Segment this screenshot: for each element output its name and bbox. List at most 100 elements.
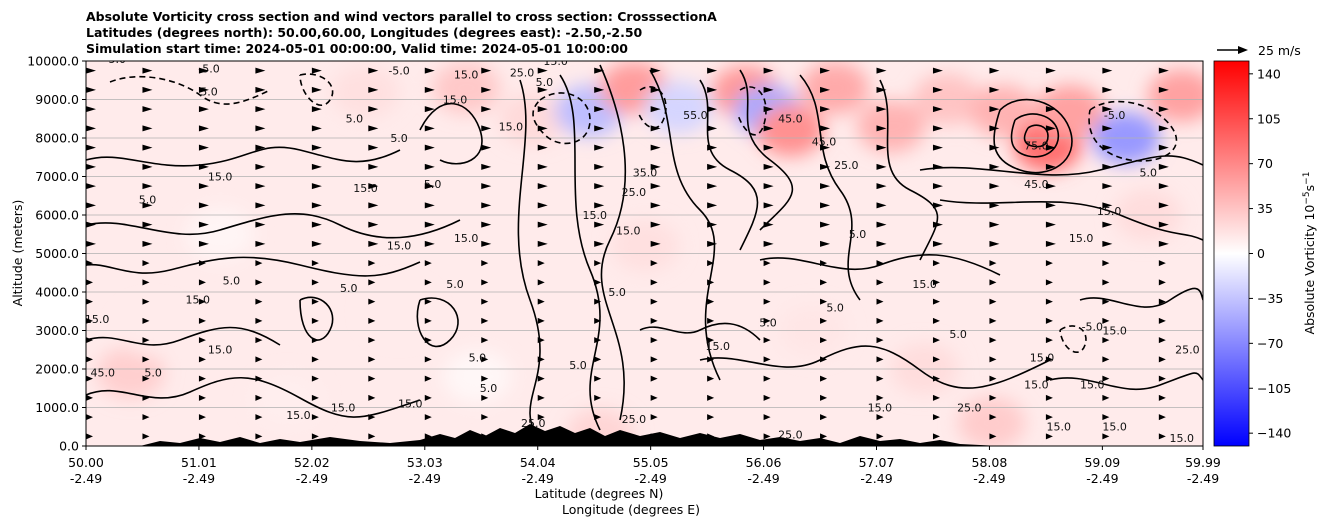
wind-vector-arrow bbox=[86, 414, 93, 421]
contour-label: 15.0 bbox=[705, 340, 730, 353]
wind-vector-arrow bbox=[1158, 67, 1169, 74]
colorbar-tick-label: 35 bbox=[1257, 201, 1273, 216]
wind-vector-arrow bbox=[142, 240, 153, 247]
wind-vector-arrow bbox=[311, 356, 319, 363]
wind-vector-arrow bbox=[820, 67, 831, 74]
contour-label: 15.0 bbox=[1102, 324, 1127, 337]
chart-title-line-1: Absolute Vorticity cross section and win… bbox=[86, 9, 717, 24]
contour-label: 45.0 bbox=[812, 136, 837, 149]
wind-vector-arrow bbox=[86, 163, 96, 170]
wind-vector-arrow bbox=[368, 414, 376, 421]
contour-label: 45.0 bbox=[1024, 178, 1049, 191]
wind-vector-arrow bbox=[1158, 260, 1166, 267]
wind-vector-arrow bbox=[481, 279, 489, 286]
wind-vector-arrow bbox=[650, 279, 658, 286]
wind-vector-arrow bbox=[876, 317, 884, 324]
wind-vector-arrow bbox=[368, 183, 379, 190]
x-axis: 50.00-2.4951.01-2.4952.02-2.4953.03-2.49… bbox=[68, 446, 1221, 486]
wind-vector-arrow bbox=[368, 125, 379, 132]
vorticity-blob bbox=[857, 100, 926, 153]
x-tick-label-longitude: -2.49 bbox=[70, 471, 102, 486]
wind-vector-arrow bbox=[1045, 221, 1056, 228]
x-tick-label-latitude: 52.02 bbox=[294, 455, 330, 470]
wind-vector-arrow bbox=[989, 125, 1000, 132]
contour-label: 15.0 bbox=[1170, 432, 1195, 445]
wind-vector-arrow bbox=[1158, 202, 1169, 209]
vorticity-blob bbox=[331, 65, 400, 118]
wind-vector-arrow bbox=[198, 183, 209, 190]
contour-line bbox=[559, 74, 601, 431]
wind-vector-arrow bbox=[368, 163, 379, 170]
wind-vector-arrow bbox=[1045, 433, 1053, 440]
wind-vector-arrow bbox=[198, 163, 209, 170]
wind-vector-arrow bbox=[1102, 414, 1110, 421]
wind-vector-arrow bbox=[311, 260, 319, 267]
wind-vector-arrow bbox=[368, 106, 379, 113]
colorbar-ticks: 140 105 70 35 0 −35 −70 −105 −140 bbox=[1249, 66, 1291, 441]
wind-vector-arrow bbox=[820, 144, 831, 151]
wind-vector-arrow bbox=[594, 202, 605, 209]
wind-vector-arrow bbox=[650, 144, 661, 151]
wind-vector-arrow bbox=[820, 394, 828, 401]
wind-vector-arrow bbox=[198, 394, 206, 401]
wind-vector-arrow bbox=[142, 125, 153, 132]
colorbar-tick-label: −70 bbox=[1257, 336, 1283, 351]
wind-vector-arrow bbox=[1102, 183, 1113, 190]
contour-label: 5.0 bbox=[340, 282, 358, 295]
x-tick-label-latitude: 56.06 bbox=[746, 455, 782, 470]
contour-label: 15.0 bbox=[286, 409, 311, 422]
vorticity-blob bbox=[611, 219, 680, 272]
wind-vector-arrow bbox=[820, 375, 828, 382]
wind-vector-arrow bbox=[876, 394, 884, 401]
contour-line bbox=[86, 326, 281, 346]
contour-line bbox=[699, 345, 1051, 389]
contour-label: 75.0 bbox=[1024, 140, 1049, 153]
contour-label: 25.0 bbox=[1175, 344, 1200, 357]
vorticity-blob bbox=[1035, 85, 1104, 138]
wind-vector-arrow bbox=[86, 337, 93, 344]
contour-line bbox=[517, 79, 541, 441]
wind-vector-arrow bbox=[876, 67, 887, 74]
wind-vector-arrow bbox=[424, 414, 432, 421]
wind-vector-arrow bbox=[707, 86, 718, 93]
wind-vector-arrow bbox=[86, 317, 93, 324]
wind-vector-arrow bbox=[368, 375, 376, 382]
wind-vector-arrow bbox=[424, 106, 435, 113]
wind-vector-arrow bbox=[1045, 317, 1053, 324]
wind-vector-arrow bbox=[255, 337, 263, 344]
wind-vector-arrow bbox=[707, 202, 718, 209]
wind-vector-arrow bbox=[707, 375, 715, 382]
contour-label: 15.0 bbox=[398, 398, 423, 411]
colorbar-tick-label: −140 bbox=[1257, 426, 1291, 441]
wind-vector-arrow bbox=[989, 144, 1000, 151]
wind-vector-arrow bbox=[763, 144, 774, 151]
chart-title-line-3: Simulation start time: 2024-05-01 00:00:… bbox=[86, 41, 628, 56]
wind-vector-arrow bbox=[1045, 67, 1056, 74]
wind-vector-arrow bbox=[1045, 144, 1056, 151]
wind-vector-arrow bbox=[876, 337, 884, 344]
contour-label: 5.0 bbox=[144, 367, 162, 380]
contour-line bbox=[299, 296, 334, 341]
x-tick-label-latitude: 59.09 bbox=[1084, 455, 1120, 470]
wind-vector-arrow bbox=[763, 240, 774, 247]
contour-label: 5.0 bbox=[223, 274, 241, 287]
wind-vector-arrow bbox=[650, 240, 661, 247]
contour-line bbox=[879, 79, 939, 261]
wind-vector-arrow bbox=[1045, 106, 1056, 113]
wind-vector-arrow bbox=[86, 298, 93, 305]
wind-vector-arrow bbox=[594, 221, 605, 228]
contour-label: 5.0 bbox=[200, 86, 218, 99]
wind-vector-arrow bbox=[86, 375, 93, 382]
wind-vector-arrow bbox=[594, 317, 602, 324]
contour-line bbox=[639, 322, 761, 341]
wind-vector-arrow bbox=[594, 337, 602, 344]
wind-vector-arrow bbox=[198, 260, 206, 267]
wind-vector-arrow bbox=[481, 86, 492, 93]
wind-vector-arrow bbox=[932, 183, 943, 190]
wind-vector-arrow bbox=[989, 106, 1000, 113]
contour-label: 25.0 bbox=[834, 159, 859, 172]
wind-vector-arrow bbox=[932, 394, 940, 401]
wind-vector-arrow bbox=[424, 375, 432, 382]
wind-vector-arrow bbox=[876, 279, 884, 286]
